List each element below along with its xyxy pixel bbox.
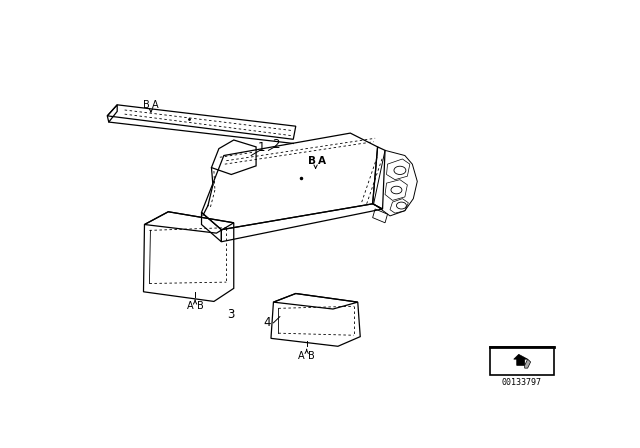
Text: A: A [317,156,326,166]
Text: 00133797: 00133797 [502,379,542,388]
Text: B: B [308,156,316,166]
Bar [490,347,554,375]
Text: A: A [187,301,193,311]
Text: 3: 3 [228,308,235,321]
Text: B: B [196,301,204,311]
Polygon shape [514,354,527,366]
Text: 1: 1 [257,141,265,154]
Text: 4: 4 [264,316,271,329]
Text: 2: 2 [272,138,280,151]
Text: B: B [308,351,315,361]
Text: A: A [298,351,305,361]
Polygon shape [525,359,531,368]
Text: B: B [143,100,149,110]
Text: A: A [152,100,159,110]
